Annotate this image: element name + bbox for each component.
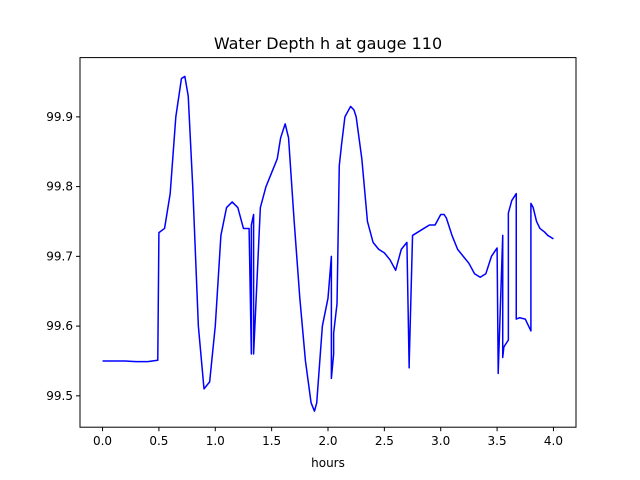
x-tick-label: 0.0 [93,434,112,448]
series-layer [102,75,554,412]
x-tick-label: 2.0 [318,434,337,448]
x-tick-label: 1.5 [262,434,281,448]
x-axis-ticks: 0.0 0.5 1.0 1.5 2.0 2.5 3.0 3.5 4.0 [93,427,563,448]
y-tick-label: 99.5 [46,389,73,403]
chart-title: Water Depth h at gauge 110 [214,34,442,53]
y-axis-ticks: 99.5 99.6 99.7 99.8 99.9 [46,110,80,403]
y-tick-label: 99.8 [46,180,73,194]
x-tick-label: 3.5 [488,434,507,448]
x-tick-label: 1.0 [206,434,225,448]
y-tick-label: 99.6 [46,319,73,333]
x-tick-label: 4.0 [544,434,563,448]
y-tick-label: 99.7 [46,249,73,263]
series-line-1 [102,75,554,412]
x-tick-label: 3.0 [431,434,450,448]
x-axis-label: hours [311,456,345,470]
x-tick-label: 0.5 [149,434,168,448]
plot-area-frame [79,57,577,428]
x-tick-label: 2.5 [375,434,394,448]
y-tick-label: 99.9 [46,110,73,124]
